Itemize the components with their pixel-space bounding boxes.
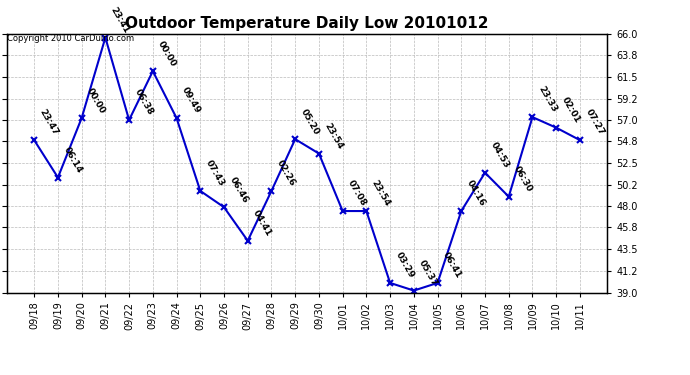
Text: 02:26: 02:26 [275, 159, 297, 188]
Text: 23:33: 23:33 [536, 85, 558, 114]
Text: 09:49: 09:49 [180, 86, 202, 115]
Text: 04:41: 04:41 [251, 209, 273, 238]
Text: 23:54: 23:54 [322, 121, 344, 151]
Text: 06:30: 06:30 [512, 165, 534, 194]
Text: Copyright 2010 CarDuino.com: Copyright 2010 CarDuino.com [7, 34, 134, 43]
Text: 07:08: 07:08 [346, 179, 368, 208]
Title: Outdoor Temperature Daily Low 20101012: Outdoor Temperature Daily Low 20101012 [126, 16, 489, 31]
Text: 04:16: 04:16 [465, 179, 487, 208]
Text: 06:38: 06:38 [132, 88, 155, 117]
Text: 05:20: 05:20 [299, 107, 321, 136]
Text: 23:47: 23:47 [38, 108, 60, 137]
Text: 07:43: 07:43 [204, 159, 226, 188]
Text: 05:37: 05:37 [417, 258, 440, 288]
Text: 06:41: 06:41 [441, 251, 463, 280]
Text: 06:14: 06:14 [61, 146, 83, 175]
Text: 03:29: 03:29 [394, 251, 416, 280]
Text: 07:27: 07:27 [584, 108, 606, 137]
Text: 04:53: 04:53 [489, 141, 511, 170]
Text: 00:00: 00:00 [85, 86, 107, 115]
Text: 06:46: 06:46 [228, 175, 250, 204]
Text: 23:54: 23:54 [370, 179, 392, 208]
Text: 02:01: 02:01 [560, 96, 582, 125]
Text: 23:41: 23:41 [109, 5, 131, 35]
Text: 00:00: 00:00 [157, 39, 178, 68]
